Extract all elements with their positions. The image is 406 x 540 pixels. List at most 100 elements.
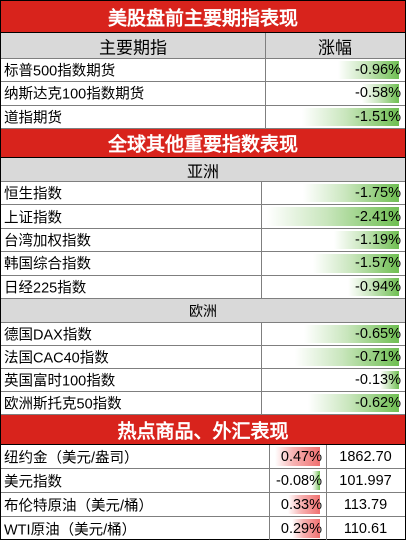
index-name: 纽约金（美元/盎司） — [4, 450, 139, 466]
table-row: 日经225指数 -0.94% — [1, 275, 405, 299]
change-value: -0.94% — [355, 278, 401, 295]
column-divider — [269, 493, 270, 516]
table-row: 纳斯达克100指数期货 -0.58% — [1, 82, 405, 106]
loss-bar — [380, 371, 399, 389]
loss-bar — [308, 394, 399, 412]
change-cell: -2.41% — [261, 205, 405, 227]
change-value: -1.51% — [355, 108, 401, 125]
loss-bar — [313, 254, 399, 273]
column-divider — [265, 59, 266, 82]
loss-bar — [334, 230, 399, 250]
index-name: 日经225指数 — [4, 280, 87, 297]
table-row: 法国CAC40指数 -0.71% — [1, 346, 405, 369]
change-value: -0.71% — [355, 349, 401, 365]
change-cell: -0.58% — [265, 82, 405, 104]
column-divider — [261, 205, 262, 228]
change-cell: 0.33% — [269, 493, 326, 516]
header-divider — [265, 33, 266, 58]
change-value: -0.96% — [355, 62, 401, 79]
table-row: 标普500指数期货 -0.96% — [1, 59, 405, 83]
table-row: 英国富时100指数 -0.13% — [1, 369, 405, 392]
change-value: 0.47% — [280, 448, 322, 465]
index-name: WTI原油（美元/桶） — [4, 522, 137, 538]
subsection-europe-label: 欧洲 — [189, 302, 217, 319]
change-value: -1.19% — [355, 231, 401, 248]
change-cell: 0.29% — [269, 517, 326, 540]
subsection-europe: 欧洲 — [1, 299, 405, 323]
change-value: -1.57% — [355, 255, 401, 272]
loss-bar — [362, 84, 399, 103]
loss-bar — [348, 277, 399, 296]
section-title-text: 全球其他重要指数表现 — [107, 134, 298, 156]
table-row: 布伦特原油（美元/桶） 0.33% 113.79 — [1, 493, 405, 517]
table-row: 台湾加权指数 -1.19% — [1, 228, 405, 253]
table-row: 德国DAX指数 -0.65% — [1, 323, 405, 346]
change-cell: -1.51% — [265, 106, 405, 128]
section-title-global: 全球其他重要指数表现 — [1, 129, 405, 158]
price-value: 101.997 — [339, 472, 392, 489]
column-divider — [326, 469, 327, 492]
index-name: 布伦特原油（美元/桶） — [4, 498, 154, 514]
gain-bar — [292, 519, 320, 538]
index-name: 英国富时100指数 — [4, 373, 116, 390]
index-name: 欧洲斯托克50指数 — [4, 396, 122, 413]
table-row: 欧洲斯托克50指数 -0.62% — [1, 392, 405, 415]
index-name: 上证指数 — [4, 210, 62, 227]
table-row: 上证指数 -2.41% — [1, 205, 405, 229]
change-cell: -0.65% — [261, 323, 405, 345]
column-divider — [261, 182, 262, 205]
column-divider — [265, 105, 266, 128]
change-cell: 0.47% — [269, 445, 326, 468]
loss-bar — [267, 207, 399, 226]
column-divider — [326, 517, 327, 540]
price-value: 110.61 — [343, 520, 388, 537]
index-name: 恒生指数 — [4, 186, 62, 203]
index-name: 韩国综合指数 — [4, 256, 91, 273]
column-divider — [269, 469, 270, 492]
change-value: -0.62% — [355, 395, 401, 411]
section-title-us-futures: 美股盘前主要期指表现 — [1, 1, 405, 33]
section-title-text: 热点商品、外汇表现 — [117, 421, 289, 442]
change-cell: -1.19% — [261, 229, 405, 251]
index-name: 道指期货 — [4, 110, 62, 127]
table-header: 主要期指 涨幅 — [1, 33, 405, 59]
index-name: 德国DAX指数 — [4, 327, 92, 344]
loss-bar — [303, 184, 399, 203]
column-divider — [261, 228, 262, 252]
change-cell: -0.13% — [261, 369, 405, 391]
column-divider — [269, 445, 270, 468]
section-title-commodities: 热点商品、外汇表现 — [1, 415, 405, 445]
gain-bar — [288, 495, 320, 514]
change-cell: -0.96% — [265, 59, 405, 81]
change-value: -0.58% — [355, 85, 401, 102]
loss-bar — [304, 325, 399, 343]
change-cell: -1.57% — [261, 252, 405, 274]
index-name: 法国CAC40指数 — [4, 350, 109, 367]
column-divider — [265, 82, 266, 105]
column-divider — [261, 323, 262, 345]
price-value: 113.79 — [343, 496, 388, 513]
table-row: 美元指数 -0.08% 101.997 — [1, 469, 405, 493]
table-row: 纽约金（美元/盎司） 0.47% 1862.70 — [1, 445, 405, 469]
subsection-asia: 亚洲 — [1, 158, 405, 182]
change-value: -1.75% — [355, 185, 401, 202]
index-name: 标普500指数期货 — [4, 63, 116, 80]
column-divider — [261, 369, 262, 391]
subsection-asia-label: 亚洲 — [186, 163, 219, 181]
change-cell: -0.08% — [269, 469, 326, 492]
change-cell: -0.62% — [261, 392, 405, 414]
change-value: -0.08% — [276, 472, 322, 489]
index-name: 台湾加权指数 — [4, 233, 91, 250]
column-divider — [269, 517, 270, 540]
loss-bar — [312, 471, 320, 490]
index-name: 纳斯达克100指数期货 — [4, 86, 145, 103]
gain-bar — [275, 447, 320, 466]
column-divider — [326, 445, 327, 468]
change-value: 0.29% — [280, 520, 322, 537]
table-row: 道指期货 -1.51% — [1, 105, 405, 129]
section-title-text: 美股盘前主要期指表现 — [107, 8, 298, 29]
change-cell: -0.94% — [261, 276, 405, 298]
change-cell: -1.75% — [261, 182, 405, 204]
column-divider — [261, 252, 262, 275]
